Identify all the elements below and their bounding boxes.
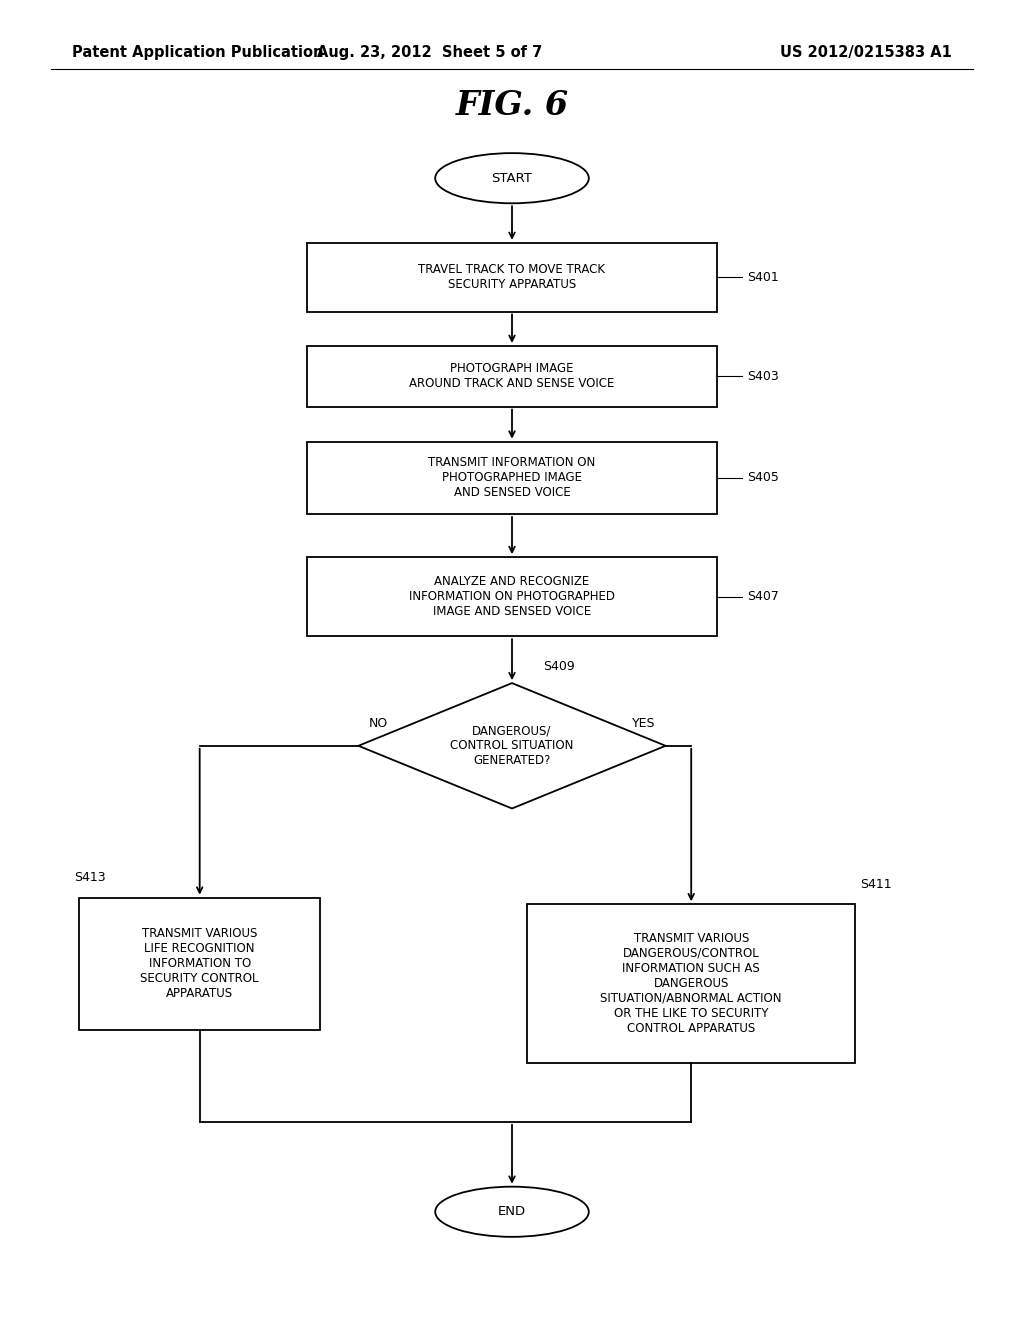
Text: Aug. 23, 2012  Sheet 5 of 7: Aug. 23, 2012 Sheet 5 of 7 [317,45,543,61]
Text: TRAVEL TRACK TO MOVE TRACK
SECURITY APPARATUS: TRAVEL TRACK TO MOVE TRACK SECURITY APPA… [419,263,605,292]
Text: TRANSMIT VARIOUS
LIFE RECOGNITION
INFORMATION TO
SECURITY CONTROL
APPARATUS: TRANSMIT VARIOUS LIFE RECOGNITION INFORM… [140,927,259,1001]
Text: YES: YES [632,717,655,730]
Bar [307,441,717,513]
Polygon shape [358,684,666,808]
Text: S401: S401 [748,271,779,284]
Text: S413: S413 [75,871,105,884]
Text: S409: S409 [543,660,574,672]
Ellipse shape [435,153,589,203]
Text: TRANSMIT INFORMATION ON
PHOTOGRAPHED IMAGE
AND SENSED VOICE: TRANSMIT INFORMATION ON PHOTOGRAPHED IMA… [428,457,596,499]
Ellipse shape [435,1187,589,1237]
Text: START: START [492,172,532,185]
Text: FIG. 6: FIG. 6 [456,88,568,121]
Text: S403: S403 [748,370,779,383]
Bar [80,898,319,1030]
Text: Patent Application Publication: Patent Application Publication [72,45,324,61]
Text: S411: S411 [860,878,892,891]
Text: ANALYZE AND RECOGNIZE
INFORMATION ON PHOTOGRAPHED
IMAGE AND SENSED VOICE: ANALYZE AND RECOGNIZE INFORMATION ON PHO… [409,576,615,618]
Text: DANGEROUS/
CONTROL SITUATION
GENERATED?: DANGEROUS/ CONTROL SITUATION GENERATED? [451,725,573,767]
Text: PHOTOGRAPH IMAGE
AROUND TRACK AND SENSE VOICE: PHOTOGRAPH IMAGE AROUND TRACK AND SENSE … [410,362,614,391]
Bar [307,243,717,312]
Bar [307,557,717,636]
Text: NO: NO [369,717,388,730]
Text: S405: S405 [748,471,779,484]
Bar [527,904,855,1063]
Text: END: END [498,1205,526,1218]
Text: TRANSMIT VARIOUS
DANGEROUS/CONTROL
INFORMATION SUCH AS
DANGEROUS
SITUATION/ABNOR: TRANSMIT VARIOUS DANGEROUS/CONTROL INFOR… [600,932,782,1035]
Text: US 2012/0215383 A1: US 2012/0215383 A1 [780,45,952,61]
Text: S407: S407 [748,590,779,603]
Bar [307,346,717,407]
